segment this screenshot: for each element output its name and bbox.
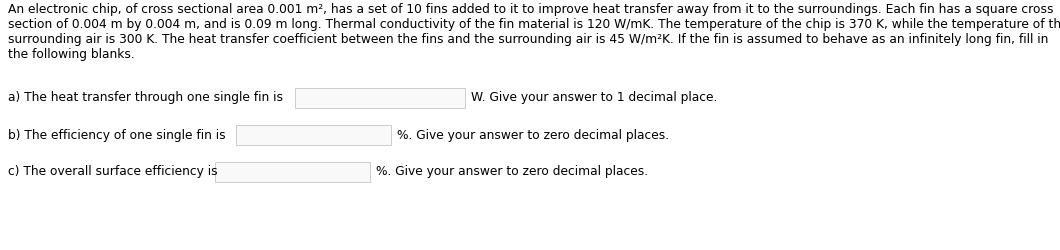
- Text: a) The heat transfer through one single fin is: a) The heat transfer through one single …: [8, 92, 283, 104]
- FancyBboxPatch shape: [215, 162, 370, 182]
- Text: b) The efficiency of one single fin is: b) The efficiency of one single fin is: [8, 128, 226, 141]
- Text: surrounding air is 300 K. The heat transfer coefficient between the fins and the: surrounding air is 300 K. The heat trans…: [8, 33, 1048, 46]
- Text: W. Give your answer to 1 decimal place.: W. Give your answer to 1 decimal place.: [471, 92, 718, 104]
- Text: %. Give your answer to zero decimal places.: %. Give your answer to zero decimal plac…: [376, 166, 648, 178]
- Text: section of 0.004 m by 0.004 m, and is 0.09 m long. Thermal conductivity of the f: section of 0.004 m by 0.004 m, and is 0.…: [8, 18, 1060, 31]
- Text: the following blanks.: the following blanks.: [8, 48, 135, 61]
- FancyBboxPatch shape: [236, 125, 391, 145]
- Text: An electronic chip, of cross sectional area 0.001 m², has a set of 10 fins added: An electronic chip, of cross sectional a…: [8, 3, 1054, 16]
- Text: c) The overall surface efficiency is: c) The overall surface efficiency is: [8, 166, 217, 178]
- Text: %. Give your answer to zero decimal places.: %. Give your answer to zero decimal plac…: [398, 128, 669, 141]
- FancyBboxPatch shape: [295, 88, 465, 108]
